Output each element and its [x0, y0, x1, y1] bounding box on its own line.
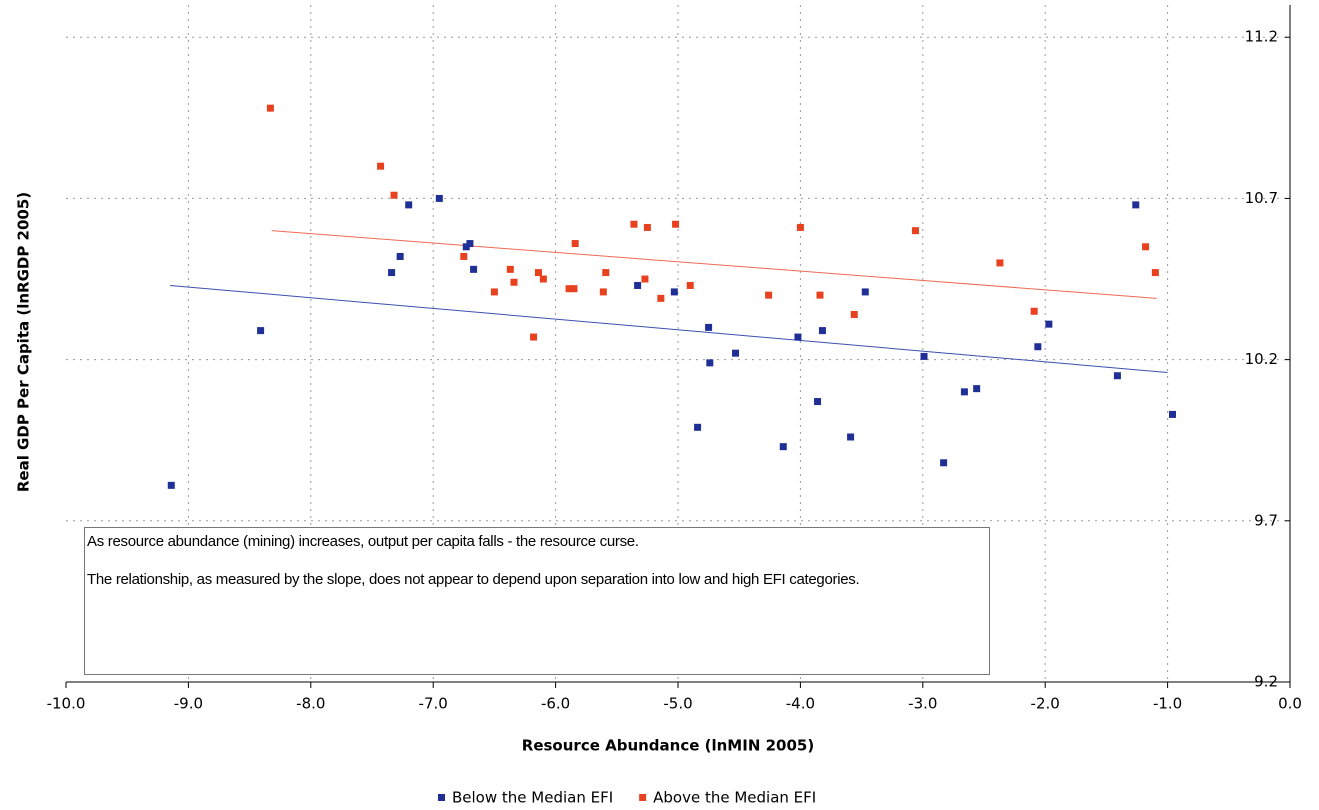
scatter-point: [643, 223, 651, 231]
scatter-point: [706, 359, 714, 367]
scatter-point: [1030, 307, 1038, 315]
scatter-point: [530, 333, 538, 341]
scatter-point: [1132, 201, 1140, 209]
trend-line: [169, 284, 1168, 374]
scatter-point: [670, 288, 678, 296]
legend-label: Above the Median EFI: [653, 789, 816, 807]
x-tick-label: -7.0: [419, 695, 448, 713]
scatter-point: [570, 285, 578, 293]
x-tick-label: -10.0: [47, 695, 86, 713]
scatter-point: [779, 443, 787, 451]
scatter-point: [911, 227, 919, 235]
scatter-point: [1168, 410, 1176, 418]
scatter-point: [266, 104, 274, 112]
scatter-point: [460, 252, 468, 260]
scatter-point: [796, 223, 804, 231]
scatter-point: [960, 388, 968, 396]
x-tick-label: -4.0: [786, 695, 815, 713]
scatter-point: [1034, 343, 1042, 351]
annotation-box: As resource abundance (mining) increases…: [84, 527, 990, 675]
scatter-point: [694, 423, 702, 431]
x-tick-label: -2.0: [1031, 695, 1060, 713]
x-tick-label: -3.0: [908, 695, 937, 713]
scatter-point: [814, 398, 822, 406]
scatter-point: [686, 281, 694, 289]
scatter-point: [818, 327, 826, 335]
scatter-point: [405, 201, 413, 209]
scatter-point: [1151, 269, 1159, 277]
legend-label: Below the Median EFI: [452, 789, 613, 807]
scatter-point: [920, 352, 928, 360]
scatter-point: [506, 265, 514, 273]
y-tick-label: 10.7: [1245, 189, 1278, 207]
scatter-point: [794, 333, 802, 341]
scatter-point: [510, 278, 518, 286]
scatter-point: [167, 481, 175, 489]
scatter-point: [377, 162, 385, 170]
y-tick-label: 10.2: [1245, 350, 1278, 368]
scatter-point: [850, 310, 858, 318]
scatter-point: [732, 349, 740, 357]
scatter-point: [1142, 243, 1150, 251]
scatter-point: [490, 288, 498, 296]
x-tick-label: 0.0: [1278, 695, 1302, 713]
scatter-point: [534, 269, 542, 277]
scatter-point: [705, 323, 713, 331]
x-tick-label: -5.0: [663, 695, 692, 713]
x-axis-title: Resource Abundance (lnMIN 2005): [522, 737, 814, 755]
scatter-point: [470, 265, 478, 273]
scatter-point: [462, 243, 470, 251]
scatter-point: [599, 288, 607, 296]
scatter-point: [257, 327, 265, 335]
scatter-point: [765, 291, 773, 299]
scatter-point: [973, 385, 981, 393]
scatter-point: [602, 269, 610, 277]
x-tick-label: -8.0: [296, 695, 325, 713]
scatter-point: [1113, 372, 1121, 380]
scatter-point: [940, 459, 948, 467]
x-tick-label: -6.0: [541, 695, 570, 713]
scatter-point: [565, 285, 573, 293]
scatter-point: [996, 259, 1004, 267]
scatter-point: [396, 252, 404, 260]
scatter-point: [672, 220, 680, 228]
legend-swatch: [639, 794, 647, 801]
scatter-point: [466, 240, 474, 248]
x-tick-label: -9.0: [174, 695, 203, 713]
legend-swatch: [438, 794, 445, 801]
scatter-point: [435, 194, 443, 202]
scatter-point: [390, 191, 398, 199]
y-axis-title: Real GDP Per Capita (lnRGDP 2005): [15, 192, 33, 492]
y-tick-label: 9.7: [1254, 511, 1278, 529]
scatter-point: [630, 220, 638, 228]
trend-line: [271, 230, 1157, 299]
scatter-point: [1045, 320, 1053, 328]
scatter-point: [571, 240, 579, 248]
y-tick-label: 11.2: [1245, 28, 1278, 46]
scatter-point: [816, 291, 824, 299]
annotation-text: As resource abundance (mining) increases…: [87, 533, 639, 550]
scatter-point: [861, 288, 869, 296]
scatter-point: [657, 294, 665, 302]
scatter-point: [641, 275, 649, 283]
scatter-point: [847, 433, 855, 441]
scatter-point: [634, 281, 642, 289]
scatter-point: [388, 269, 396, 277]
x-tick-label: -1.0: [1153, 695, 1182, 713]
annotation-text: The relationship, as measured by the slo…: [87, 571, 860, 588]
scatter-point: [539, 275, 547, 283]
